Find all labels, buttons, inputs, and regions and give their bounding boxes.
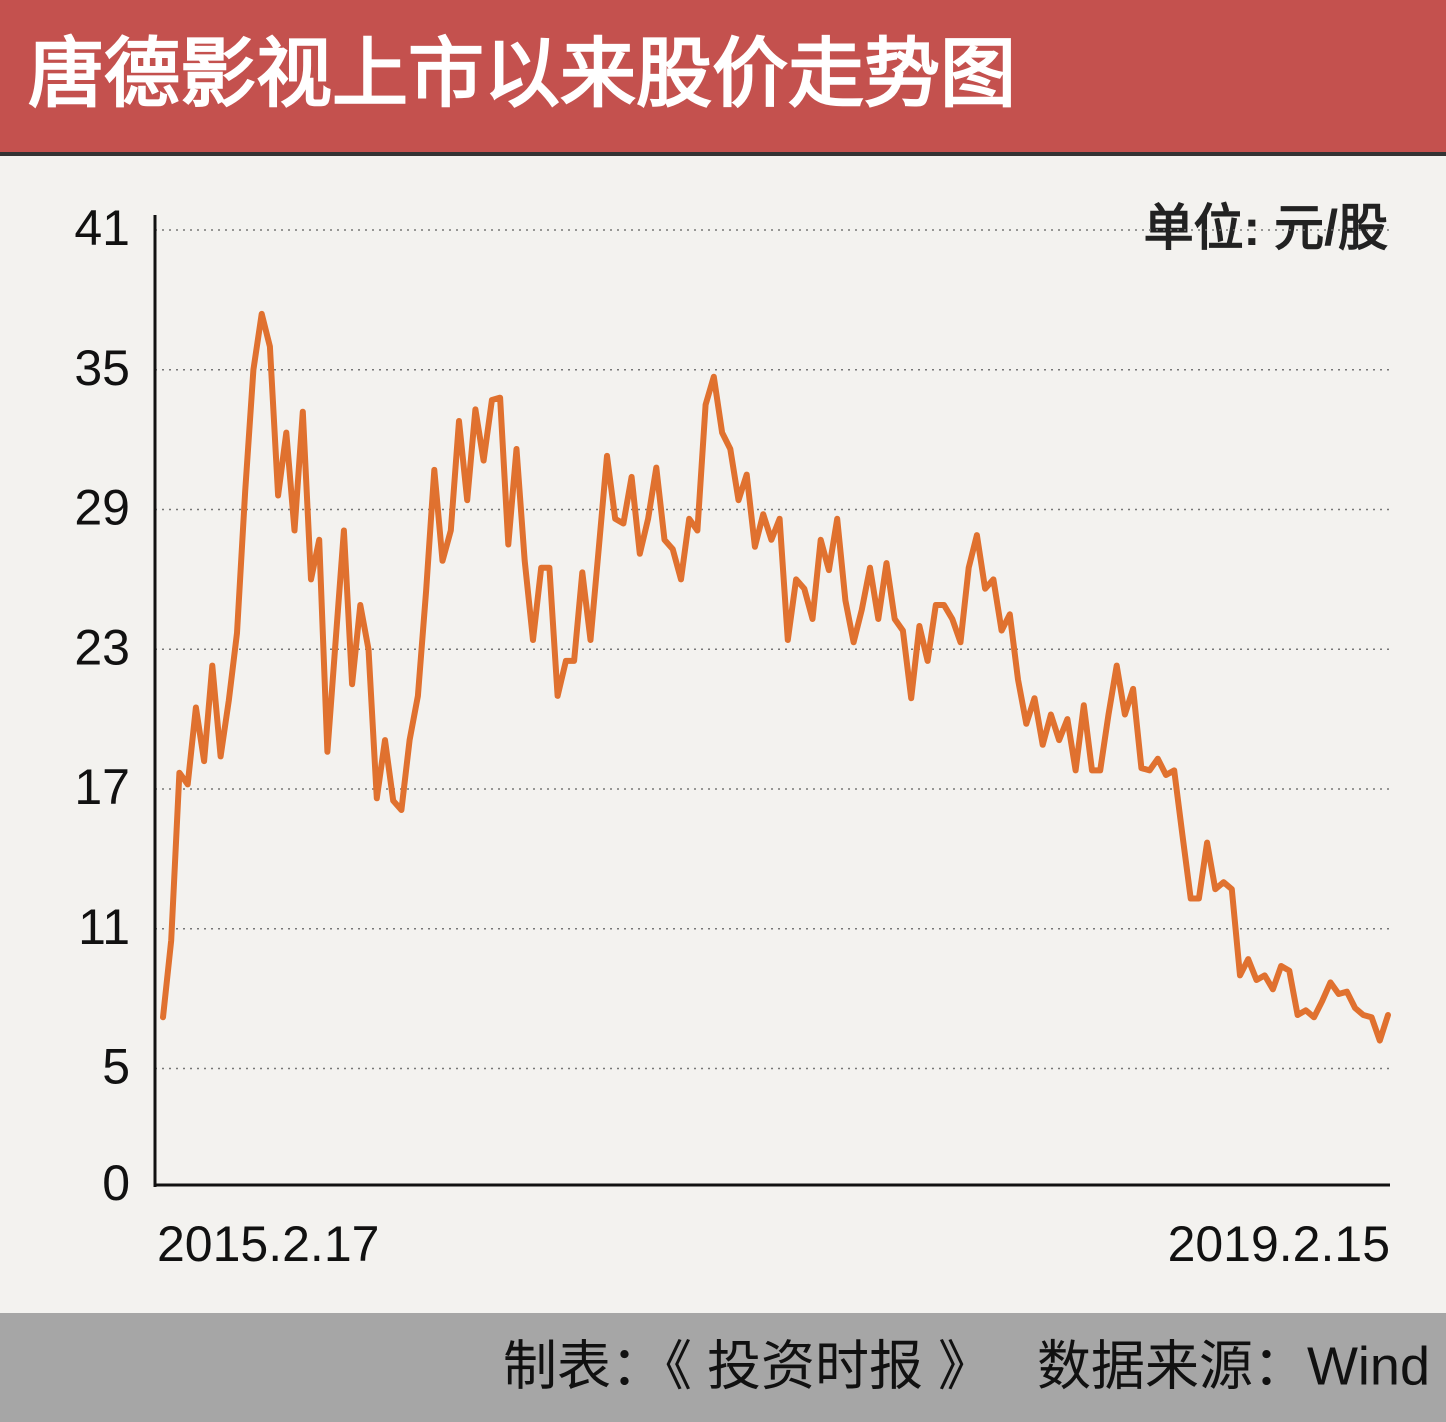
y-tick-label: 23 bbox=[74, 619, 130, 675]
y-tick-label: 0 bbox=[102, 1155, 130, 1211]
title-rule bbox=[0, 152, 1446, 156]
x-tick-label: 2019.2.15 bbox=[1168, 1216, 1390, 1272]
x-tick-label: 2015.2.17 bbox=[157, 1216, 379, 1272]
title-bar bbox=[0, 0, 1446, 152]
y-tick-label: 29 bbox=[74, 480, 130, 536]
chart-title: 唐德影视上市以来股价走势图 bbox=[28, 32, 1016, 117]
y-tick-label: 11 bbox=[78, 899, 130, 955]
price-line bbox=[160, 310, 1391, 1044]
y-tick-label: 5 bbox=[102, 1039, 130, 1095]
y-tick-label: 35 bbox=[74, 340, 130, 396]
y-tick-label: 41 bbox=[74, 200, 130, 256]
footer-bar bbox=[0, 1313, 1446, 1422]
y-tick-label: 17 bbox=[74, 759, 130, 815]
source-note: 制表：《 投资时报 》 数据来源：Wind bbox=[503, 1336, 1430, 1396]
unit-label: 单位: 元/股 bbox=[1144, 200, 1388, 256]
